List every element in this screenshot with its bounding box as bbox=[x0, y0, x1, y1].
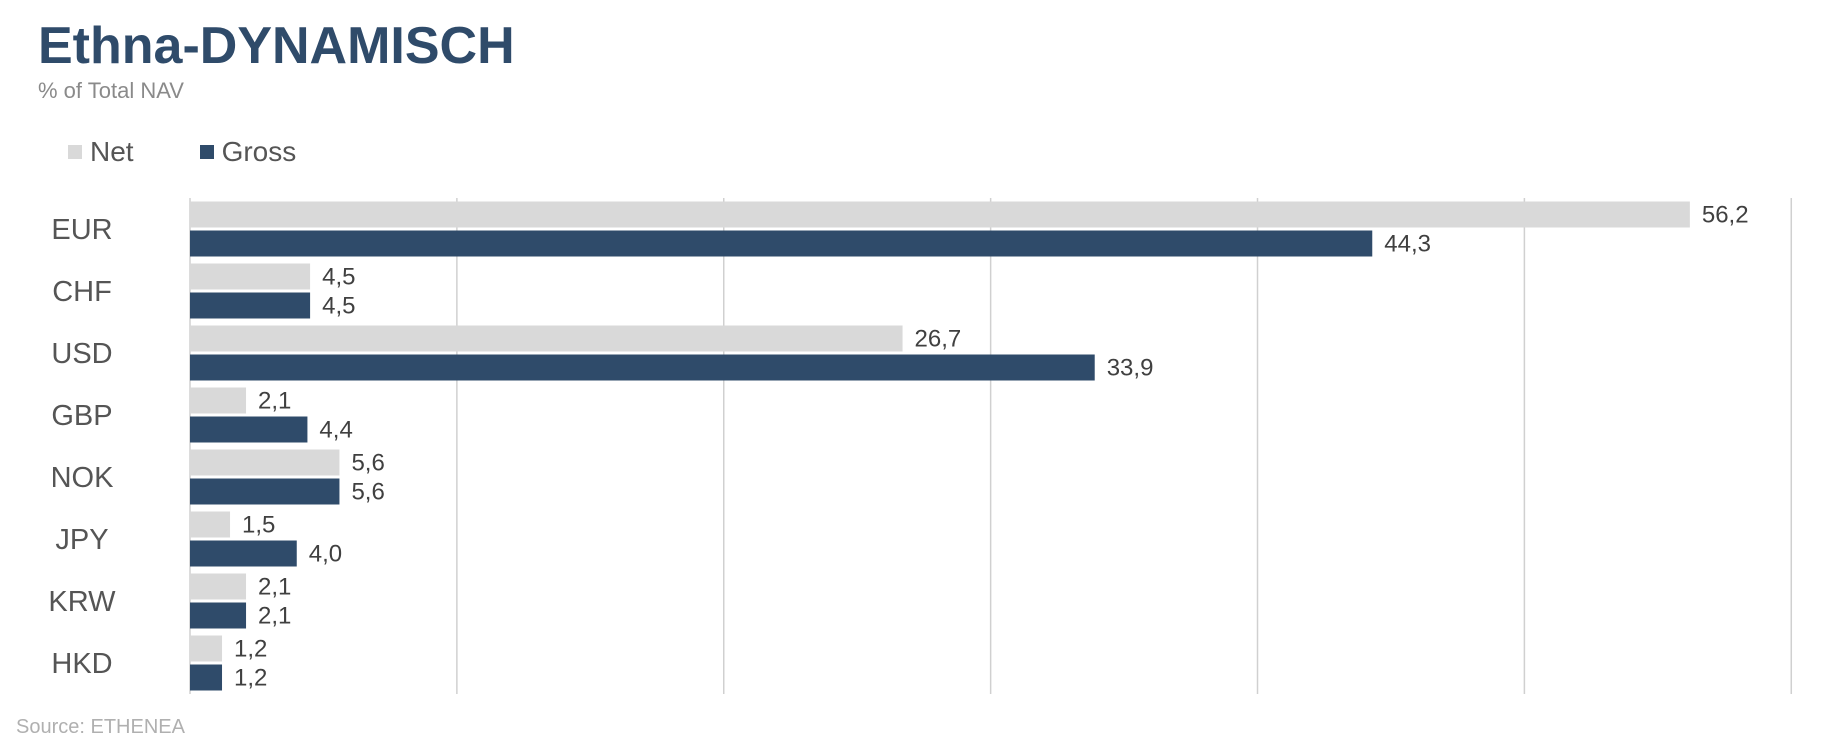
category-label: HKD bbox=[51, 648, 112, 680]
bar-gross bbox=[190, 416, 308, 443]
data-label-gross: 4,4 bbox=[319, 417, 352, 444]
bar-gross bbox=[190, 354, 1095, 381]
bar-net bbox=[190, 263, 311, 290]
source-note: Source: ETHENEA bbox=[16, 716, 185, 738]
category-label: EUR bbox=[51, 214, 112, 246]
bar-gross bbox=[190, 230, 1373, 257]
legend-item-net: Net bbox=[68, 136, 134, 168]
data-label-net: 5,6 bbox=[351, 450, 384, 477]
data-label-net: 56,2 bbox=[1702, 202, 1749, 229]
legend-swatch-gross bbox=[199, 145, 214, 159]
category-label: USD bbox=[51, 338, 112, 370]
legend-label-gross: Gross bbox=[221, 136, 297, 167]
bar-gross bbox=[190, 478, 340, 505]
data-label-net: 1,2 bbox=[234, 636, 267, 663]
data-label-gross: 4,0 bbox=[309, 541, 342, 568]
bar-net bbox=[190, 635, 223, 662]
category-label: CHF bbox=[52, 276, 112, 308]
data-label-net: 26,7 bbox=[915, 326, 962, 353]
data-label-gross: 5,6 bbox=[351, 479, 384, 506]
legend-item-gross: Gross bbox=[199, 136, 297, 168]
chart-legend: Net Gross bbox=[68, 136, 296, 168]
bar-net bbox=[190, 573, 247, 600]
chart-title: Ethna-DYNAMISCH bbox=[38, 17, 515, 75]
data-label-gross: 2,1 bbox=[258, 603, 291, 630]
bar-net bbox=[190, 201, 1690, 228]
legend-label-net: Net bbox=[90, 136, 134, 167]
category-label: JPY bbox=[55, 524, 108, 556]
bar-gross bbox=[190, 540, 297, 567]
data-label-gross: 33,9 bbox=[1107, 355, 1154, 382]
bar-gross bbox=[190, 602, 247, 629]
bar-net bbox=[190, 511, 231, 538]
bar-net bbox=[190, 449, 340, 476]
category-label: GBP bbox=[51, 400, 112, 432]
chart-subtitle: % of Total NAV bbox=[38, 78, 184, 103]
data-label-net: 2,1 bbox=[258, 574, 291, 601]
bar-net bbox=[190, 325, 903, 352]
data-label-gross: 44,3 bbox=[1384, 231, 1431, 258]
bar-gross bbox=[190, 292, 311, 319]
bar-gross bbox=[190, 664, 223, 691]
legend-swatch-net bbox=[68, 145, 82, 159]
category-label: KRW bbox=[48, 586, 116, 618]
data-label-net: 2,1 bbox=[258, 388, 291, 415]
data-label-net: 4,5 bbox=[322, 264, 355, 291]
data-label-gross: 4,5 bbox=[322, 293, 355, 320]
bar-net bbox=[190, 387, 247, 414]
data-label-gross: 1,2 bbox=[234, 665, 267, 692]
category-label: NOK bbox=[51, 462, 115, 494]
data-label-net: 1,5 bbox=[242, 512, 275, 539]
